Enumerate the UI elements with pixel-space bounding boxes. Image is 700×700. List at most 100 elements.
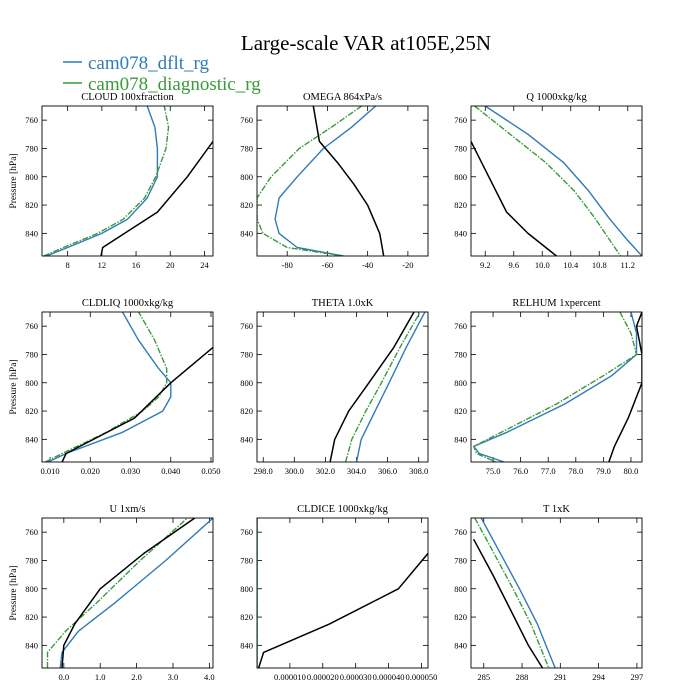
panel-title: THETA 1.0xK (312, 298, 374, 309)
x-tick-label: 24 (200, 260, 209, 270)
series-line-dflt (46, 106, 159, 256)
x-tick-label: 0.0 (59, 672, 70, 682)
y-tick-label: 820 (240, 406, 253, 416)
series-line-obs (100, 140, 213, 256)
x-tick-label: 0.020 (81, 466, 100, 476)
y-tick-label: 780 (25, 349, 38, 359)
x-tick-label: 76.0 (513, 466, 528, 476)
y-tick-label: 820 (454, 406, 467, 416)
x-tick-label: 288 (516, 672, 529, 682)
plot-frame (41, 517, 214, 669)
y-tick-label: 760 (25, 115, 38, 125)
panel-6: U 1xm/s 760 780 800 820 840 0.0 1.0 2.0 3.0 4.0 Pre… (9, 504, 215, 682)
x-tick-label: 20 (166, 260, 175, 270)
x-tick-label: 4.0 (204, 672, 215, 682)
x-tick-label: 306.0 (378, 466, 397, 476)
plot-frame (470, 517, 643, 669)
x-tick-label: 0.000040 (373, 672, 405, 682)
x-tick-label: 302.0 (316, 466, 335, 476)
y-tick-label: 840 (240, 640, 253, 650)
y-tick-label: 780 (240, 349, 253, 359)
y-tick-label: 820 (240, 200, 253, 210)
y-tick-label: 800 (454, 584, 467, 594)
series-line-dflt (480, 518, 556, 668)
panel-7: CLDICE 1000xkg/kg 760 780 800 820 840 0.000010… (240, 504, 437, 682)
y-tick-label: 800 (454, 378, 467, 388)
series-line-obs (471, 141, 557, 256)
x-tick-label: 0.000030 (340, 672, 372, 682)
series-line-dflt (47, 312, 172, 462)
y-tick-label: 820 (454, 200, 467, 210)
y-tick-label: 800 (240, 584, 253, 594)
y-tick-label: 760 (25, 527, 38, 537)
y-tick-label: 760 (240, 115, 253, 125)
series-line-dflt (355, 312, 426, 462)
series-line-obs (472, 538, 544, 668)
legend-label-diag: cam078_diagnostic_rg (88, 74, 261, 95)
series-line-diag (46, 518, 188, 668)
series-line-diag (344, 312, 421, 462)
x-tick-label: 304.0 (347, 466, 366, 476)
x-tick-label: 11.2 (620, 260, 635, 270)
legend-label-dflt: cam078_dflt_rg (88, 53, 210, 74)
x-tick-label: 297 (631, 672, 644, 682)
x-tick-label: 0.000010 (274, 672, 306, 682)
y-tick-label: 820 (25, 200, 38, 210)
series-line-diag (474, 518, 550, 668)
series-line-diag (43, 106, 170, 256)
x-tick-label: 1.0 (95, 672, 106, 682)
x-tick-label: 9.2 (480, 260, 491, 270)
y-tick-label: 760 (454, 527, 467, 537)
series-line-dflt (274, 106, 377, 256)
series-line-dflt (484, 106, 642, 256)
y-tick-label: 800 (240, 172, 253, 182)
y-tick-label: 800 (25, 584, 38, 594)
x-tick-label: 10.4 (563, 260, 579, 270)
panel-title: CLDICE 1000xkg/kg (297, 504, 388, 515)
series-line-obs (257, 552, 428, 668)
y-tick-label: 780 (454, 143, 467, 153)
y-tick-label: 780 (240, 555, 253, 565)
y-tick-label: 760 (454, 115, 467, 125)
panel-title: CLDLIQ 1000xkg/kg (82, 298, 174, 309)
y-tick-label: 760 (454, 321, 467, 331)
panel-2: Q 1000xkg/kg 760 780 800 820 840 9.2 9.6 10.0 10.… (454, 92, 643, 270)
x-tick-label: 8 (66, 260, 70, 270)
x-tick-label: 285 (477, 672, 490, 682)
figure-title: Large-scale VAR at105E,25N (241, 31, 491, 55)
series-line-obs (608, 312, 642, 462)
x-tick-label: 308.0 (409, 466, 428, 476)
series-line-diag (473, 312, 638, 462)
plot-frame (470, 105, 643, 257)
panel-0: CLOUD 100xfraction 760 780 800 820 840 8 12 16 20… (9, 92, 214, 270)
x-tick-label: 10.0 (535, 260, 550, 270)
y-tick-label: 780 (240, 143, 253, 153)
x-tick-label: 291 (554, 672, 567, 682)
y-tick-label: 840 (25, 228, 38, 238)
x-tick-label: 298.0 (254, 466, 273, 476)
y-axis-label: Pressure [hPa] (9, 153, 19, 208)
y-tick-label: 760 (25, 321, 38, 331)
series-line-dflt (473, 312, 638, 462)
panel-4: THETA 1.0xK 760 780 800 820 840 298.0 300.0 302.… (240, 298, 429, 476)
y-tick-label: 840 (25, 434, 38, 444)
x-tick-label: 0.030 (121, 466, 140, 476)
x-tick-label: 2.0 (131, 672, 142, 682)
x-tick-label: 16 (132, 260, 141, 270)
x-tick-label: 10.8 (592, 260, 607, 270)
y-tick-label: 840 (454, 228, 467, 238)
panel-title: T 1xK (543, 504, 570, 515)
series-line-obs (312, 106, 385, 256)
series-line-obs (329, 312, 415, 462)
plot-frame (470, 311, 643, 463)
y-tick-label: 840 (454, 640, 467, 650)
plot-frame (256, 517, 429, 669)
y-tick-label: 840 (240, 228, 253, 238)
y-tick-label: 760 (240, 321, 253, 331)
y-tick-label: 800 (25, 172, 38, 182)
x-tick-label: -40 (362, 260, 373, 270)
y-tick-label: 840 (25, 640, 38, 650)
legend: cam078_dflt_rg cam078_diagnostic_rg (63, 53, 261, 95)
x-tick-label: 0.010 (40, 466, 59, 476)
